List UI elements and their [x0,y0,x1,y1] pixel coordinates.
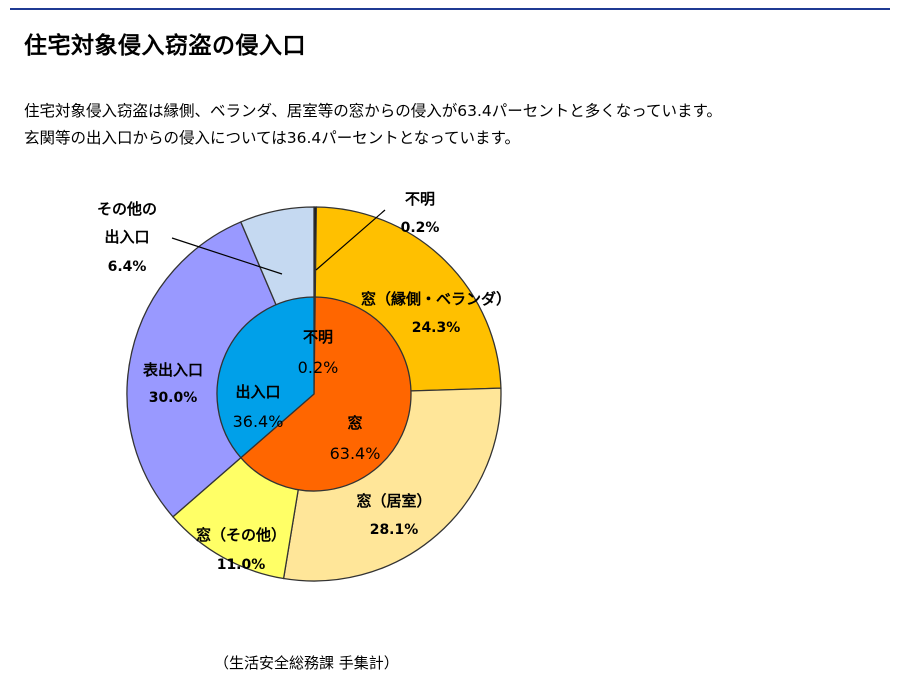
outer-label-name-1-0: 窓（縁側・ベランダ） [361,290,511,308]
inner-label-value-0: 0.2% [298,358,339,377]
inner-label-name-2: 出入口 [235,383,280,401]
leader-line-other-entrance [171,237,283,275]
outer-label-name-4-0: 表出入口 [143,361,203,379]
outer-label-value-0: 0.2% [401,220,440,236]
outer-label-name-2-0: 窓（居室） [356,492,431,510]
description: 住宅対象侵入窃盗は縁側、ベランダ、居室等の窓からの侵入が63.4パーセントと多く… [24,98,722,152]
inner-label-name-0: 不明 [303,328,333,346]
outer-label-name-5-0: その他の [97,200,157,218]
outer-label-value-5: 6.4% [108,259,147,275]
inner-label-value-2: 36.4% [233,412,284,431]
pie-chart: 不明 0.2% 窓（縁側・ベランダ） 24.3% 窓（居室） 28.1% 窓（その他） 11.… [97,190,511,582]
inner-label-value-1: 63.4% [330,444,381,463]
description-line-2: 玄関等の出入口からの侵入については36.4パーセントとなっています。 [24,129,520,147]
outer-label-value-1: 24.3% [412,320,461,336]
outer-label-value-2: 28.1% [370,522,419,538]
description-line-1: 住宅対象侵入窃盗は縁側、ベランダ、居室等の窓からの侵入が63.4パーセントと多く… [24,102,722,120]
outer-label-name-5-1: 出入口 [104,228,149,246]
leader-line-unknown [315,209,386,271]
outer-label-name-3-0: 窓（その他） [196,526,286,544]
page-title: 住宅対象侵入窃盗の侵入口 [24,33,306,59]
outer-label-value-3: 11.0% [217,557,266,573]
outer-label-value-4: 30.0% [149,390,198,406]
outer-label-name-0-0: 不明 [405,190,435,208]
inner-slice-2 [216,296,315,459]
inner-label-name-1: 窓 [347,414,362,432]
top-rule [10,8,890,10]
source-note: （生活安全総務課 手集計） [214,654,399,672]
inner-slice-1 [239,296,412,492]
